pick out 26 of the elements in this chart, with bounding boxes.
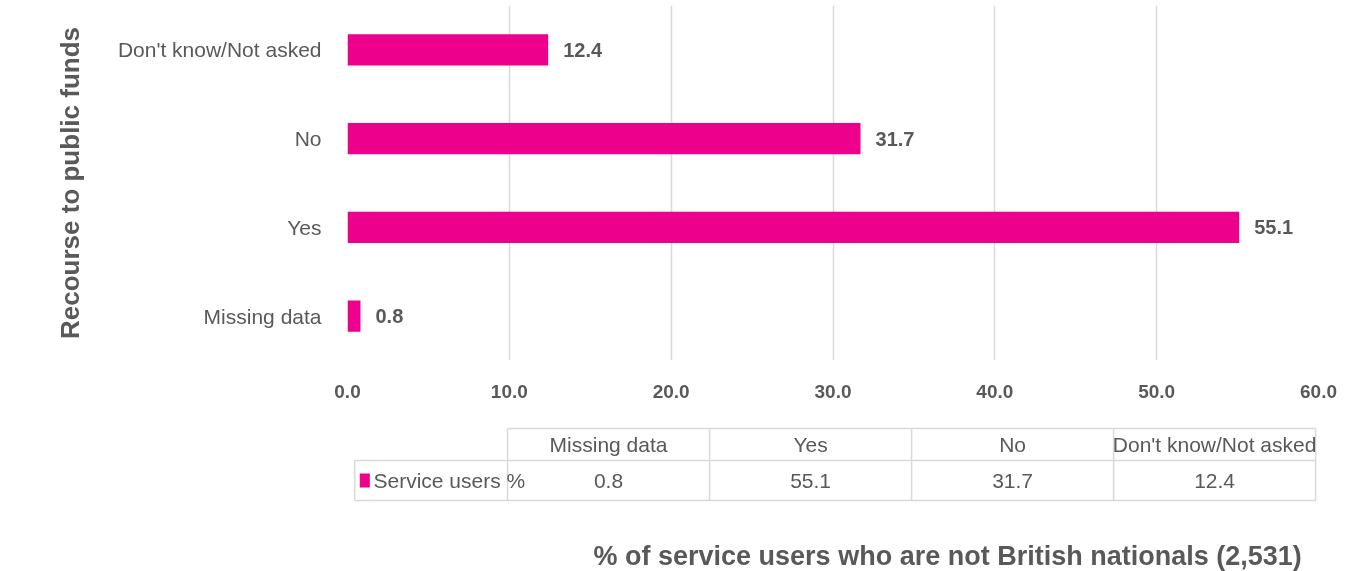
category-label: Don't know/Not asked — [1112, 433, 1317, 456]
data-label: 55.1 — [1254, 216, 1294, 239]
y-tick-label: Don't know/Not asked — [117, 38, 322, 62]
text: 55.1 — [790, 468, 831, 492]
category-label: Missing data — [549, 433, 668, 456]
y-tick-label: No — [294, 127, 322, 151]
data-label: 31.7 — [875, 127, 915, 150]
x-tick-label: 40.0 — [976, 380, 1014, 402]
text: 0.8 — [593, 468, 624, 492]
x-tick-label: 0.0 — [334, 380, 361, 402]
y-tick-label: Missing data — [203, 304, 322, 328]
x-tick-label: 50.0 — [1138, 380, 1176, 402]
x-tick-label: 10.0 — [490, 380, 528, 402]
text: 31.7 — [992, 468, 1034, 492]
text: 12.4 — [1194, 468, 1236, 492]
data-label: 0.8 — [375, 305, 404, 328]
x-tick-label: 20.0 — [652, 380, 690, 402]
legend-label: Service users % — [373, 469, 526, 492]
data-label: 12.4 — [563, 38, 603, 61]
x-tick-label: 30.0 — [814, 380, 852, 402]
x-tick-label: 60.0 — [1300, 380, 1337, 402]
text: % of service users who are not British nationals (2,531) — [593, 540, 1302, 571]
y-axis-title: Recourse to public funds — [54, 26, 85, 340]
category-label: No — [999, 433, 1027, 456]
category-label: Yes — [793, 433, 828, 456]
y-tick-label: Yes — [287, 215, 322, 239]
